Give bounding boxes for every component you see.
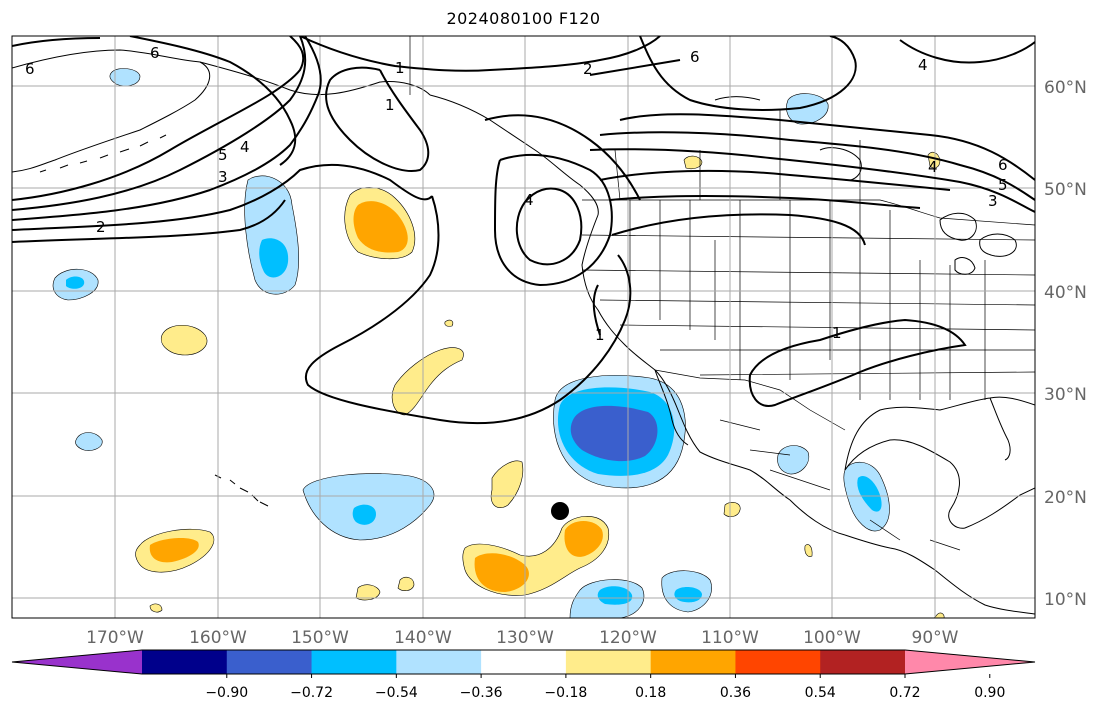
contour-ring-4 — [515, 187, 583, 266]
map-title: 2024080100 F120 — [446, 9, 601, 28]
colorbar: −0.90 −0.72 −0.54 −0.36 −0.18 0.18 0.36 0.54 0.7… — [11, 649, 1036, 701]
contour-label-6d: 6 — [998, 156, 1008, 174]
colorbar-labels: −0.90 −0.72 −0.54 −0.36 −0.18 0.18 0.36 0.54 0.7… — [205, 674, 1005, 701]
colorbar-tick-label: 0.90 — [974, 685, 1005, 701]
colorbar-segment — [650, 650, 736, 674]
colorbar-tick-label: −0.18 — [544, 685, 587, 701]
contour-label-5: 5 — [218, 146, 228, 164]
colorbar-segment — [142, 650, 228, 674]
lon-tick-labels: 170°W 160°W 150°W 140°W 130°W 120°W 110°… — [86, 628, 959, 648]
lat-tick: 30°N — [1044, 385, 1087, 405]
lon-tick: 150°W — [291, 628, 349, 648]
neg-anomaly-alaska — [109, 68, 141, 87]
pos-anomaly-np-core — [353, 201, 408, 253]
contour-label-6b: 6 — [150, 44, 160, 62]
contour-label-4d: 4 — [524, 191, 534, 209]
contour-label-3: 3 — [218, 168, 228, 186]
neg-anomaly-hudson — [786, 93, 829, 125]
contour-label-6c: 6 — [690, 48, 700, 66]
lon-tick: 170°W — [86, 628, 144, 648]
neg-anomaly-cp-core — [352, 504, 376, 525]
lat-tick: 60°N — [1044, 78, 1087, 98]
lat-tick-labels: 60°N 50°N 40°N 30°N 20°N 10°N — [1044, 78, 1087, 610]
colorbar-tick-label: −0.54 — [375, 685, 418, 701]
pos-anomaly-sw-core1 — [474, 553, 529, 592]
pos-anomaly-cp-strip — [391, 347, 464, 416]
map-panel: 6 6 5 4 3 2 1 1 2 6 4 5 6 4 3 4 1 1 — [12, 36, 1035, 618]
lon-tick: 140°W — [394, 628, 452, 648]
colorbar-segment — [820, 650, 906, 674]
colorbar-tick-label: −0.90 — [205, 685, 248, 701]
neg-anomaly-np-core — [259, 238, 289, 278]
colorbar-tick-label: −0.72 — [290, 685, 333, 701]
colorbar-tick-label: 0.18 — [635, 685, 666, 701]
contour-label-4: 4 — [240, 138, 250, 156]
colorbar-extend-max — [905, 650, 1035, 674]
lon-tick: 100°W — [803, 628, 861, 648]
storm-position-marker — [551, 502, 569, 520]
colorbar-tick-label: 0.72 — [889, 685, 920, 701]
contour-label-1a: 1 — [395, 59, 405, 77]
colorbar-tick-label: 0.54 — [805, 685, 836, 701]
contour-label-4b: 4 — [918, 56, 928, 74]
lat-tick: 50°N — [1044, 180, 1087, 200]
lon-tick: 160°W — [189, 628, 247, 648]
colorbar-segments — [11, 649, 1036, 675]
colorbar-segment — [311, 650, 397, 674]
contour-label-1c: 1 — [595, 326, 605, 344]
contour-southeast — [748, 318, 967, 407]
political-borders — [409, 36, 1035, 551]
colorbar-tick-label: 0.36 — [720, 685, 751, 701]
lat-tick: 40°N — [1044, 283, 1087, 303]
contour-label-2: 2 — [96, 218, 106, 236]
colorbar-extend-min — [12, 650, 142, 674]
lon-tick: 110°W — [701, 628, 759, 648]
map-frame — [11, 35, 1036, 619]
colorbar-segment — [481, 650, 567, 674]
colorbar-segment — [396, 650, 482, 674]
pos-anomaly-sw-core2 — [564, 521, 603, 557]
neg-anomaly-baja-core — [570, 405, 658, 462]
neg-anomaly-mexico — [777, 445, 810, 475]
lon-tick: 90°W — [912, 628, 959, 648]
colorbar-tick-label: −0.36 — [460, 685, 503, 701]
colorbar-segment — [565, 650, 652, 674]
contour-label-4c: 4 — [928, 158, 938, 176]
contour-label-5b: 5 — [998, 176, 1008, 194]
lat-tick: 10°N — [1044, 590, 1087, 610]
colorbar-segment — [226, 650, 313, 674]
height-contours — [12, 36, 1035, 425]
contour-ridge-1 — [304, 195, 632, 425]
contour-label-1b: 1 — [385, 96, 395, 114]
contour-label-3b: 3 — [988, 192, 998, 210]
contour-label-group: 6 6 5 4 3 2 1 1 2 6 4 5 6 4 3 4 1 1 — [25, 44, 1008, 344]
contour-label-1d: 1 — [832, 324, 842, 342]
lon-tick: 120°W — [599, 628, 657, 648]
lon-tick: 130°W — [496, 628, 554, 648]
anomaly-shading — [52, 68, 945, 618]
contour-west-2 — [12, 36, 305, 201]
colorbar-segment — [735, 650, 821, 674]
lat-tick: 20°N — [1044, 488, 1087, 508]
contour-label-6a: 6 — [25, 60, 35, 78]
contour-label-2b: 2 — [583, 60, 593, 78]
